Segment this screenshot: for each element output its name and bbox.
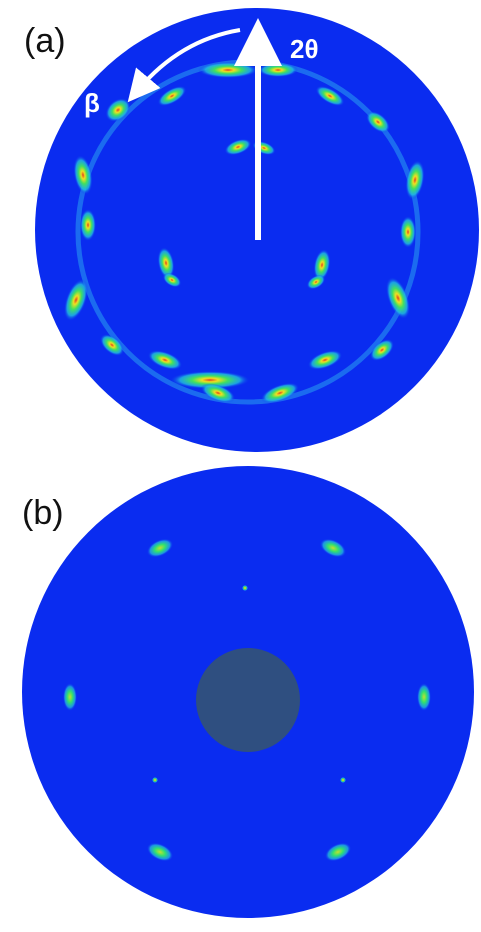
- spot: [258, 63, 298, 77]
- figure: (a) 2θ β (b): [0, 0, 481, 932]
- annotation: 2θ: [290, 34, 319, 64]
- beam-stop: [196, 648, 300, 752]
- page: (a) 2θ β (b) (() => { const data = JSON.…: [0, 0, 481, 932]
- panel-label: (a): [24, 22, 66, 60]
- spot: [80, 209, 96, 241]
- spot: [400, 216, 416, 248]
- spot: [152, 777, 158, 783]
- panel-label: (b): [22, 494, 64, 532]
- spot: [417, 683, 431, 711]
- spot: [63, 683, 77, 711]
- spot: [198, 62, 258, 78]
- spot: [242, 585, 248, 591]
- spot: [340, 777, 346, 783]
- annotation: β: [84, 88, 100, 118]
